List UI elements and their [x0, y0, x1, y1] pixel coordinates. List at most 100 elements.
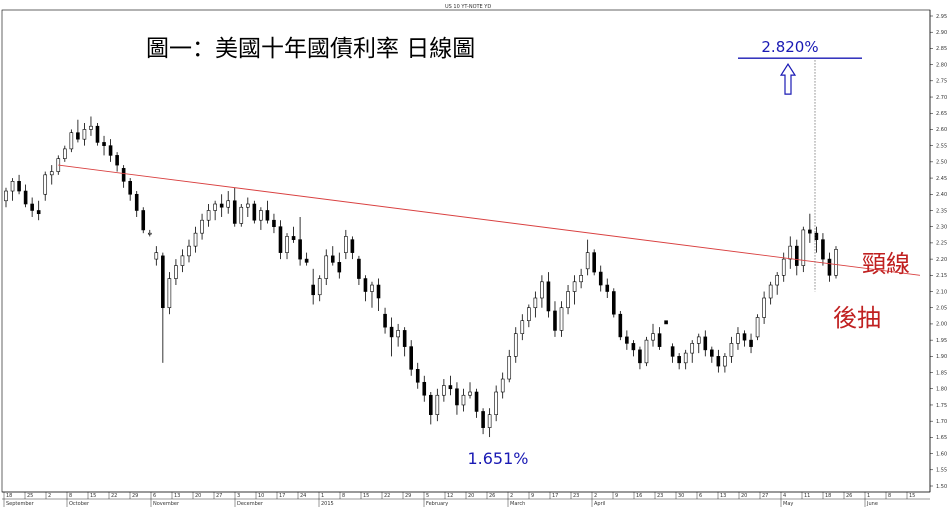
x-tick-label: 22	[111, 493, 117, 499]
candle-body	[344, 236, 348, 253]
candle-body	[161, 255, 165, 309]
candle	[226, 191, 231, 214]
x-tick-label: 20	[195, 493, 201, 499]
candle-body	[710, 349, 714, 357]
candle	[43, 171, 48, 201]
candle-body	[611, 291, 616, 315]
candle-body	[350, 239, 355, 253]
candle-body	[598, 271, 603, 286]
x-tick-label: 2	[594, 493, 597, 499]
candle	[683, 349, 688, 370]
candle	[618, 310, 623, 341]
x-month-label: October	[69, 501, 90, 507]
candle	[389, 317, 394, 357]
candle-body	[762, 297, 766, 318]
candle	[834, 246, 838, 279]
candle-body	[827, 258, 832, 276]
candle-body	[553, 310, 557, 331]
candle	[703, 330, 708, 357]
candle	[768, 281, 773, 305]
x-tick-label: 24	[300, 493, 306, 499]
candle-body	[43, 174, 48, 195]
candle-body	[716, 356, 721, 367]
candle	[696, 333, 701, 354]
candle-body	[278, 226, 283, 253]
candle-body	[298, 239, 302, 260]
candle-body	[670, 346, 675, 357]
candle-body	[579, 275, 583, 283]
y-tick-label: 2.15	[936, 273, 947, 279]
candle	[174, 259, 178, 286]
candle	[435, 388, 440, 422]
candle	[579, 268, 583, 289]
candle-body	[167, 278, 172, 309]
candle-body	[154, 252, 159, 260]
candle-body	[513, 333, 518, 357]
candle-body	[219, 203, 224, 208]
candle-body	[690, 343, 695, 354]
candle-body	[625, 336, 629, 344]
candle	[559, 301, 564, 337]
candle	[422, 375, 427, 402]
candle-body	[82, 129, 87, 140]
candle	[128, 178, 132, 201]
candle-body	[291, 236, 296, 240]
candle-body	[540, 281, 544, 299]
candle-body	[435, 394, 440, 415]
candle	[317, 275, 322, 302]
candle-body	[396, 330, 400, 338]
x-month-label: November	[153, 501, 180, 507]
candle	[429, 392, 433, 425]
candle-body	[23, 190, 28, 205]
candle	[363, 275, 368, 302]
candle-body	[232, 200, 237, 224]
x-tick-label: 16	[636, 493, 642, 499]
candle	[585, 239, 590, 276]
candle-body	[187, 245, 191, 257]
x-tick-label: 2	[510, 493, 513, 499]
candle-body	[723, 356, 727, 367]
candle	[749, 333, 753, 354]
x-tick-label: 23	[573, 493, 579, 499]
x-month-label: March	[510, 501, 525, 507]
candle	[272, 213, 276, 234]
candle-body	[304, 258, 309, 263]
chart-title: 圖一：美國十年國債利率 日線圖	[146, 36, 475, 62]
candle-body	[108, 145, 113, 156]
x-tick-label: 20	[741, 493, 747, 499]
candle	[827, 252, 832, 282]
candle	[494, 385, 498, 422]
candle-body	[729, 343, 734, 357]
candle-body	[644, 339, 649, 364]
candle	[108, 139, 113, 162]
candle	[344, 229, 348, 260]
candle	[76, 119, 80, 143]
candle	[605, 278, 610, 298]
candle-body	[389, 326, 394, 338]
candle-body	[481, 411, 485, 428]
candle	[265, 200, 270, 224]
y-tick-label: 2.20	[936, 257, 947, 263]
candle	[546, 272, 551, 318]
candle	[742, 330, 747, 347]
candle	[4, 187, 8, 208]
candle-body	[36, 210, 41, 215]
candle-body	[226, 200, 231, 208]
candle	[311, 268, 315, 305]
x-tick-label: 5	[426, 493, 429, 499]
candle-body	[781, 258, 786, 276]
x-tick-label: 13	[720, 493, 726, 499]
candle-body	[657, 333, 662, 347]
x-tick-label: 1	[321, 493, 324, 499]
candle	[487, 408, 492, 438]
candle-body	[174, 265, 178, 279]
x-tick-label: 18	[825, 493, 831, 499]
candle-body	[546, 281, 551, 312]
candle-body	[775, 275, 779, 286]
candle	[180, 249, 185, 273]
candle	[775, 272, 779, 295]
x-tick-label: 6	[699, 493, 702, 499]
candle	[461, 388, 466, 412]
candle	[507, 349, 512, 383]
